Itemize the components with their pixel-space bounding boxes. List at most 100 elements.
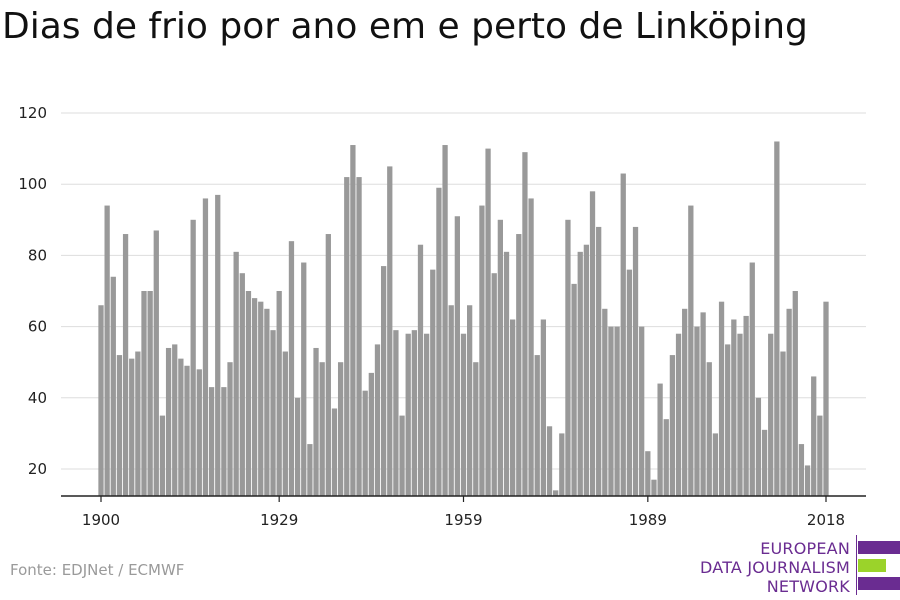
bar-1938[interactable] [331, 408, 338, 496]
bar-1962[interactable] [479, 205, 485, 496]
bar-1921[interactable] [227, 362, 233, 496]
bar-1960[interactable] [467, 305, 473, 496]
bar-1905[interactable] [129, 358, 135, 496]
bar-1949[interactable] [399, 415, 405, 496]
bar-1906[interactable] [135, 351, 141, 496]
bar-1974[interactable] [553, 490, 559, 496]
bar-1943[interactable] [362, 390, 368, 496]
bar-1919[interactable] [215, 194, 221, 496]
bar-1953[interactable] [423, 333, 430, 496]
bar-2018[interactable] [823, 301, 829, 496]
bar-1955[interactable] [436, 187, 442, 496]
bar-1995[interactable] [682, 308, 688, 496]
bar-1948[interactable] [393, 330, 399, 496]
bar-1928[interactable] [270, 330, 276, 496]
bar-1961[interactable] [473, 362, 479, 496]
bar-2006[interactable] [749, 262, 755, 496]
bar-1920[interactable] [221, 387, 227, 496]
bar-1972[interactable] [540, 319, 547, 496]
bar-2004[interactable] [737, 333, 743, 496]
bar-1983[interactable] [608, 326, 614, 496]
bar-1944[interactable] [368, 372, 374, 496]
bar-1990[interactable] [651, 479, 657, 496]
bar-1951[interactable] [411, 330, 417, 496]
bar-2008[interactable] [761, 429, 768, 496]
bar-1930[interactable] [282, 351, 288, 496]
bar-2013[interactable] [792, 291, 798, 496]
bar-1986[interactable] [626, 269, 633, 496]
bar-1950[interactable] [405, 333, 411, 496]
bar-1939[interactable] [337, 362, 344, 496]
bar-1979[interactable] [583, 244, 590, 496]
bar-1997[interactable] [694, 326, 700, 496]
bar-1909[interactable] [153, 230, 159, 497]
bar-1976[interactable] [565, 219, 571, 497]
bar-1978[interactable] [577, 251, 583, 496]
bar-1933[interactable] [301, 262, 307, 496]
bar-1922[interactable] [233, 251, 239, 496]
bar-1998[interactable] [700, 312, 706, 496]
bar-1994[interactable] [675, 333, 682, 496]
bar-2014[interactable] [798, 444, 805, 496]
bar-1982[interactable] [602, 308, 608, 496]
bar-2016[interactable] [811, 376, 817, 496]
bar-1993[interactable] [669, 355, 676, 496]
bar-2010[interactable] [774, 141, 780, 497]
bar-1914[interactable] [184, 365, 190, 496]
bar-1912[interactable] [172, 344, 178, 496]
bar-1984[interactable] [614, 326, 620, 496]
bar-1910[interactable] [159, 415, 166, 496]
bar-1924[interactable] [245, 291, 252, 496]
bar-1954[interactable] [430, 269, 436, 496]
bar-1915[interactable] [190, 219, 196, 497]
bar-2005[interactable] [743, 315, 749, 496]
bar-1956[interactable] [442, 145, 448, 497]
bar-1916[interactable] [196, 369, 202, 496]
bar-1926[interactable] [258, 301, 264, 496]
bar-1973[interactable] [546, 426, 553, 496]
bar-2002[interactable] [725, 344, 731, 496]
bar-1923[interactable] [239, 273, 245, 496]
bar-1925[interactable] [251, 298, 258, 496]
bar-1970[interactable] [528, 198, 534, 496]
bar-1902[interactable] [110, 276, 116, 496]
bar-1936[interactable] [319, 362, 325, 496]
bar-1940[interactable] [344, 177, 350, 496]
bar-1945[interactable] [374, 344, 381, 496]
bar-1934[interactable] [307, 444, 313, 496]
bar-1999[interactable] [706, 362, 712, 496]
bar-1996[interactable] [688, 205, 694, 496]
bar-2003[interactable] [731, 319, 737, 496]
bar-1971[interactable] [534, 355, 540, 496]
bar-1911[interactable] [165, 347, 172, 496]
bar-2012[interactable] [786, 308, 792, 496]
bar-1937[interactable] [325, 234, 331, 497]
bar-2000[interactable] [712, 433, 719, 496]
bar-1900[interactable] [98, 305, 104, 496]
bar-1931[interactable] [288, 241, 295, 496]
bar-1913[interactable] [178, 358, 184, 496]
bar-1989[interactable] [645, 451, 651, 496]
bar-1903[interactable] [116, 355, 123, 496]
bar-1969[interactable] [522, 152, 528, 496]
bar-1964[interactable] [491, 273, 497, 496]
bar-1963[interactable] [485, 148, 491, 496]
bar-1958[interactable] [454, 216, 460, 497]
bar-1967[interactable] [510, 319, 516, 496]
bar-2007[interactable] [755, 397, 762, 496]
bar-1908[interactable] [147, 291, 153, 496]
bar-1941[interactable] [350, 145, 356, 497]
bar-1929[interactable] [276, 291, 282, 496]
bar-1992[interactable] [663, 419, 669, 496]
bar-1981[interactable] [596, 226, 602, 497]
bar-1918[interactable] [208, 387, 215, 496]
bar-1947[interactable] [387, 166, 393, 496]
bar-1987[interactable] [632, 226, 639, 497]
bar-1985[interactable] [620, 173, 626, 496]
bar-1966[interactable] [503, 251, 510, 496]
bar-1927[interactable] [264, 308, 270, 496]
bar-1904[interactable] [122, 234, 129, 497]
bar-1907[interactable] [141, 291, 147, 496]
bar-1946[interactable] [380, 266, 387, 496]
bar-2015[interactable] [804, 465, 811, 496]
